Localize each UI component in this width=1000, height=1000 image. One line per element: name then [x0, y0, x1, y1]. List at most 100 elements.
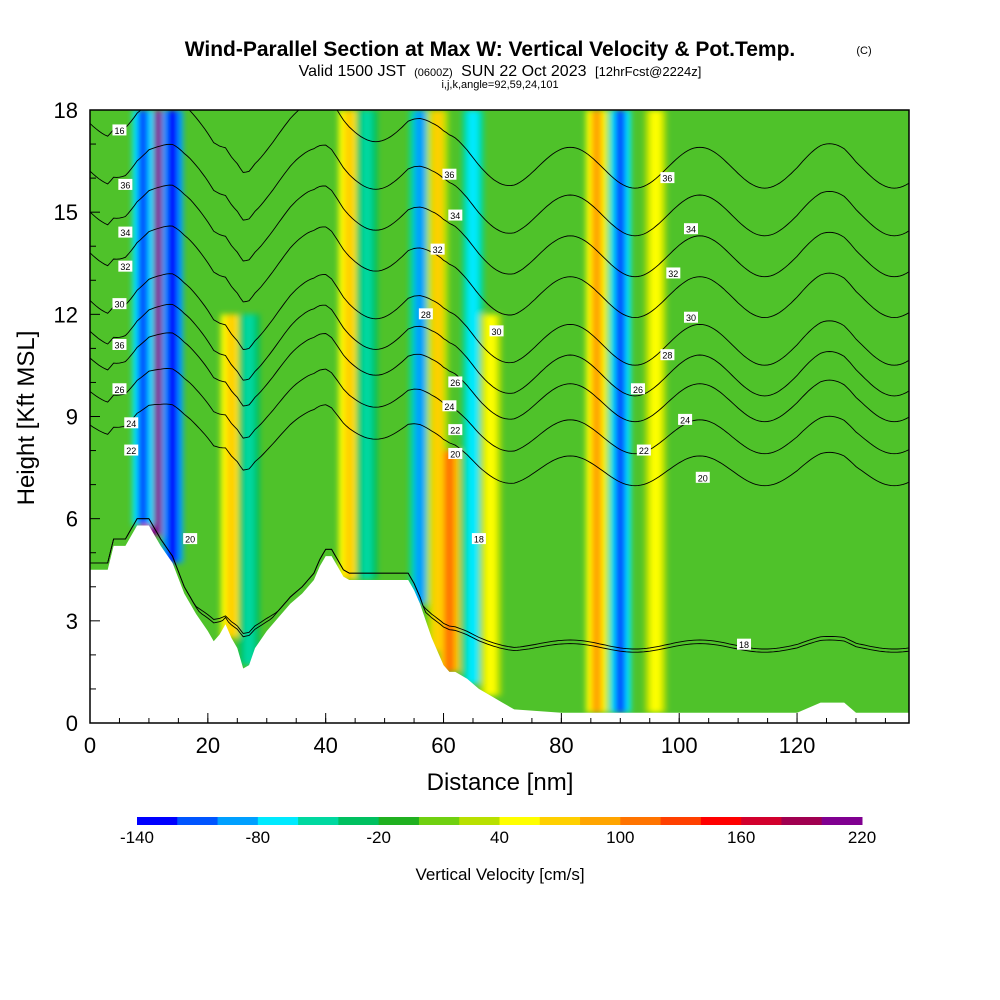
y-tick-label: 0: [66, 711, 78, 736]
velocity-band: [480, 314, 502, 696]
subtitle-date: SUN 22 Oct 2023: [461, 63, 587, 80]
contour-label: 30: [489, 325, 504, 337]
colorbar: -140 -80 -20 40 100 160 220: [120, 817, 876, 847]
contour-label-box: [678, 413, 693, 425]
velocity-band: [409, 110, 431, 604]
x-axis: 0 20 40 60 80 100 120: [84, 713, 886, 758]
contour-label-box: [112, 298, 127, 310]
contour-label-box: [112, 338, 127, 350]
isentrope-line: [90, 110, 909, 189]
isentrope-line: [90, 273, 909, 366]
contour-label-text: 16: [114, 126, 124, 136]
contour-label-text: 18: [474, 535, 484, 545]
contour-label: 28: [660, 349, 675, 361]
contour-label-box: [448, 209, 463, 221]
contour-labels: 16 18 20 22 24 26 28 30 32 34 36 36 34 32 30 36 26 24 22 20…: [112, 124, 752, 650]
contour-label-box: [448, 376, 463, 388]
y-tick-label: 9: [66, 405, 78, 430]
contour-label: 24: [678, 413, 693, 425]
contour-label-text: 20: [450, 449, 460, 459]
velocity-band-core: [444, 450, 455, 672]
contour-label: 26: [448, 376, 463, 388]
contour-label: 32: [118, 260, 133, 272]
contour-label: 20: [448, 447, 463, 459]
isentrope-line: [90, 303, 909, 397]
colorbar-swatch: [781, 817, 823, 825]
contour-label: 24: [124, 417, 139, 429]
colorbar-tick-label: 160: [727, 828, 755, 847]
subtitle-indices: i,j,k,angle=92,59,24,101: [441, 79, 558, 91]
velocity-band-core: [361, 110, 373, 580]
contour-label: 34: [683, 223, 698, 235]
colorbar-swatch: [217, 817, 259, 825]
colorbar-swatch: [137, 817, 178, 825]
isentrope-line: [90, 184, 909, 278]
velocity-band: [356, 110, 378, 580]
colorbar-swatch: [700, 817, 742, 825]
velocity-band: [586, 110, 608, 713]
colorbar-label: Vertical Velocity [cm/s]: [415, 865, 584, 884]
contour-label-text: 30: [492, 327, 502, 337]
contour-label-text: 18: [739, 640, 749, 650]
velocity-band: [338, 110, 360, 580]
contour-label-text: 20: [698, 473, 708, 483]
colorbar-tick-label: -140: [120, 828, 154, 847]
contour-label-text: 32: [668, 269, 678, 279]
velocity-band-core: [591, 110, 603, 713]
velocity-band: [132, 110, 154, 526]
contour-label: 36: [112, 338, 127, 350]
contour-label-text: 34: [686, 225, 696, 235]
contour-label: 24: [442, 400, 457, 412]
colorbar-swatch: [459, 817, 500, 825]
y-tick-label: 18: [54, 98, 78, 123]
velocity-band-core: [137, 110, 149, 526]
contour-label-text: 36: [114, 340, 124, 350]
contour-label: 36: [660, 172, 675, 184]
colorbar-swatch: [620, 817, 662, 825]
contour-label-box: [118, 178, 133, 190]
contour-label-text: 30: [686, 313, 696, 323]
velocity-band-core: [226, 314, 237, 638]
colorbar-swatch: [257, 817, 299, 825]
contour-label-box: [442, 168, 457, 180]
contour-label-text: 22: [126, 446, 136, 456]
y-tick-label: 15: [54, 200, 78, 225]
contour-label-box: [666, 267, 681, 279]
y-tick-label: 6: [66, 507, 78, 532]
velocity-field: [132, 110, 667, 713]
contour-label-box: [683, 223, 698, 235]
contour-label-box: [660, 172, 675, 184]
contour-label-box: [660, 349, 675, 361]
contour-label-text: 36: [662, 174, 672, 184]
contour-label-text: 22: [450, 426, 460, 436]
subtitle-forecast: [12hrFcst@2224z]: [595, 64, 701, 79]
velocity-band: [645, 110, 667, 713]
contour-label-box: [124, 444, 139, 456]
contour-label: 16: [112, 124, 127, 136]
plot-area: 16 18 20 22 24 26 28 30 32 34 36 36 34 32 30 36 26 24 22 20…: [90, 110, 909, 723]
contour-label: 18: [471, 533, 486, 545]
contour-label: 36: [118, 178, 133, 190]
contour-label-text: 28: [662, 351, 672, 361]
x-tick-label: 40: [313, 733, 337, 758]
contour-label-box: [636, 444, 651, 456]
y-tick-label: 12: [54, 302, 78, 327]
colorbar-swatch: [660, 817, 702, 825]
contour-label-text: 34: [450, 211, 460, 221]
contour-label: 20: [695, 471, 710, 483]
colorbar-swatch: [741, 817, 782, 825]
velocity-band: [238, 314, 260, 666]
isentrope-line: [90, 368, 909, 455]
contour-label-box: [471, 533, 486, 545]
contour-label-box: [118, 226, 133, 238]
velocity-band-core: [243, 314, 255, 666]
contour-label-box: [448, 424, 463, 436]
contour-label: 30: [683, 311, 698, 323]
velocity-band-core: [650, 110, 661, 713]
velocity-band: [438, 450, 461, 672]
title-copyright-mark: (C): [856, 45, 871, 57]
colorbar-tick-label: -80: [246, 828, 271, 847]
contour-label-text: 24: [680, 415, 690, 425]
contour-label: 32: [666, 267, 681, 279]
